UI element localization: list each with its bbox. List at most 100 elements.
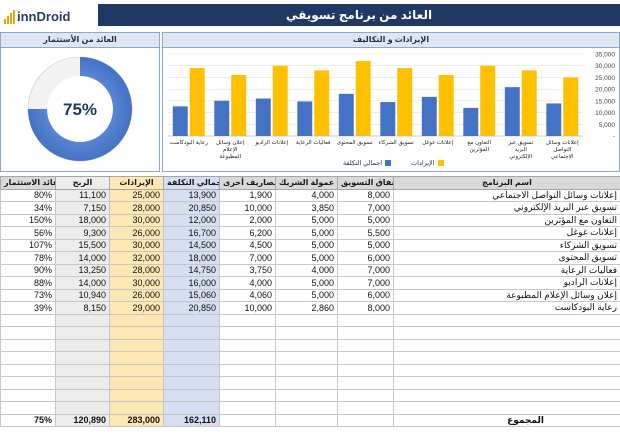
empty-cell[interactable] — [393, 388, 620, 402]
empty-cell[interactable] — [393, 376, 620, 390]
empty-cell[interactable] — [109, 313, 164, 327]
cell-partner-commission[interactable]: 5,000 — [275, 238, 338, 252]
cell-other-expenses[interactable]: 7,000 — [219, 251, 276, 265]
cell-total-cost[interactable]: 16,700 — [163, 226, 220, 240]
empty-cell[interactable] — [337, 388, 394, 402]
cell-revenue[interactable]: 26,000 — [109, 288, 164, 302]
cell-revenue[interactable]: 25,000 — [109, 188, 164, 202]
cell-revenue[interactable]: 32,000 — [109, 251, 164, 265]
cell-roi[interactable]: 150% — [0, 213, 56, 227]
cell-marketing-spend[interactable]: 8,000 — [337, 188, 394, 202]
empty-cell[interactable] — [219, 388, 276, 402]
table-row[interactable]: 88% 14,000 30,000 16,000 4,000 5,000 7,000 إعلا… — [0, 276, 620, 290]
empty-cell[interactable] — [0, 363, 56, 377]
empty-cell[interactable] — [109, 351, 164, 365]
cell-roi[interactable]: 34% — [0, 201, 56, 215]
empty-cell[interactable] — [163, 363, 220, 377]
cell-other-expenses[interactable]: 4,500 — [219, 238, 276, 252]
cell-profit[interactable]: 14,000 — [55, 276, 110, 290]
cell-partner-commission[interactable]: 5,000 — [275, 213, 338, 227]
cell-partner-commission[interactable]: 4,000 — [275, 188, 338, 202]
cell-revenue[interactable]: 28,000 — [109, 201, 164, 215]
empty-cell[interactable] — [219, 363, 276, 377]
empty-cell[interactable] — [393, 326, 620, 340]
cell-other-expenses[interactable]: 10,000 — [219, 201, 276, 215]
cell-total-cost[interactable]: 20,850 — [163, 201, 220, 215]
empty-cell[interactable] — [275, 338, 338, 352]
cell-program-name[interactable]: تسويق المحتوى — [393, 251, 620, 265]
cell-revenue[interactable]: 30,000 — [109, 213, 164, 227]
cell-marketing-spend[interactable]: 6,000 — [337, 288, 394, 302]
empty-cell[interactable] — [275, 376, 338, 390]
cell-total-cost[interactable]: 14,500 — [163, 238, 220, 252]
empty-cell[interactable] — [163, 388, 220, 402]
cell-program-name[interactable]: فعاليات الرعاية — [393, 263, 620, 277]
cell-marketing-spend[interactable]: 7,000 — [337, 276, 394, 290]
cell-program-name[interactable]: إعلانات الراديو — [393, 276, 620, 290]
cell-other-expenses[interactable]: 1,900 — [219, 188, 276, 202]
cell-marketing-spend[interactable]: 7,000 — [337, 263, 394, 277]
empty-cell[interactable] — [337, 313, 394, 327]
empty-cell[interactable] — [219, 313, 276, 327]
cell-revenue[interactable]: 30,000 — [109, 276, 164, 290]
empty-cell[interactable] — [337, 351, 394, 365]
empty-cell[interactable] — [337, 376, 394, 390]
empty-cell[interactable] — [163, 376, 220, 390]
empty-cell[interactable] — [109, 401, 164, 415]
empty-cell[interactable] — [55, 401, 110, 415]
empty-cell[interactable] — [163, 351, 220, 365]
empty-cell[interactable] — [163, 313, 220, 327]
cell-total-cost[interactable]: 16,000 — [163, 276, 220, 290]
empty-cell[interactable] — [275, 363, 338, 377]
empty-cell[interactable] — [337, 338, 394, 352]
cell-partner-commission[interactable]: 5,000 — [275, 226, 338, 240]
cell-total-cost[interactable]: 18,000 — [163, 251, 220, 265]
empty-table-row[interactable] — [0, 351, 620, 365]
empty-cell[interactable] — [275, 326, 338, 340]
empty-cell[interactable] — [0, 401, 56, 415]
empty-cell[interactable] — [0, 351, 56, 365]
cell-other-expenses[interactable]: 6,200 — [219, 226, 276, 240]
empty-cell[interactable] — [219, 376, 276, 390]
empty-cell[interactable] — [337, 326, 394, 340]
cell-marketing-spend[interactable]: 6,000 — [337, 251, 394, 265]
cell-roi[interactable]: 39% — [0, 301, 56, 315]
cell-revenue[interactable]: 29,000 — [109, 301, 164, 315]
cell-total-cost[interactable]: 14,750 — [163, 263, 220, 277]
cell-other-expenses[interactable]: 3,750 — [219, 263, 276, 277]
cell-roi[interactable]: 80% — [0, 188, 56, 202]
cell-other-expenses[interactable]: 10,000 — [219, 301, 276, 315]
table-row[interactable]: 34% 7,150 28,000 20,850 10,000 3,850 7,000 تسوي… — [0, 201, 620, 215]
empty-cell[interactable] — [55, 388, 110, 402]
empty-cell[interactable] — [55, 363, 110, 377]
cell-revenue[interactable]: 30,000 — [109, 238, 164, 252]
cell-profit[interactable]: 7,150 — [55, 201, 110, 215]
cell-revenue[interactable]: 28,000 — [109, 263, 164, 277]
cell-profit[interactable]: 18,000 — [55, 213, 110, 227]
empty-cell[interactable] — [337, 363, 394, 377]
empty-cell[interactable] — [109, 326, 164, 340]
cell-partner-commission[interactable]: 5,000 — [275, 276, 338, 290]
empty-cell[interactable] — [109, 363, 164, 377]
table-row[interactable]: 107% 15,500 30,000 14,500 4,500 5,000 5,000 تسو… — [0, 238, 620, 252]
empty-cell[interactable] — [393, 351, 620, 365]
cell-profit[interactable]: 9,300 — [55, 226, 110, 240]
empty-cell[interactable] — [275, 388, 338, 402]
cell-profit[interactable]: 14,000 — [55, 251, 110, 265]
empty-table-row[interactable] — [0, 313, 620, 327]
empty-cell[interactable] — [55, 313, 110, 327]
cell-profit[interactable]: 13,250 — [55, 263, 110, 277]
empty-cell[interactable] — [55, 326, 110, 340]
empty-cell[interactable] — [55, 338, 110, 352]
empty-table-row[interactable] — [0, 326, 620, 340]
empty-cell[interactable] — [55, 351, 110, 365]
cell-program-name[interactable]: إعلانات غوغل — [393, 226, 620, 240]
cell-marketing-spend[interactable]: 5,000 — [337, 238, 394, 252]
cell-partner-commission[interactable]: 5,000 — [275, 288, 338, 302]
cell-total-cost[interactable]: 12,000 — [163, 213, 220, 227]
empty-cell[interactable] — [0, 326, 56, 340]
cell-profit[interactable]: 15,500 — [55, 238, 110, 252]
empty-cell[interactable] — [109, 376, 164, 390]
cell-partner-commission[interactable]: 5,000 — [275, 251, 338, 265]
cell-program-name[interactable]: إعلان وسائل الإعلام المطبوعة — [393, 288, 620, 302]
